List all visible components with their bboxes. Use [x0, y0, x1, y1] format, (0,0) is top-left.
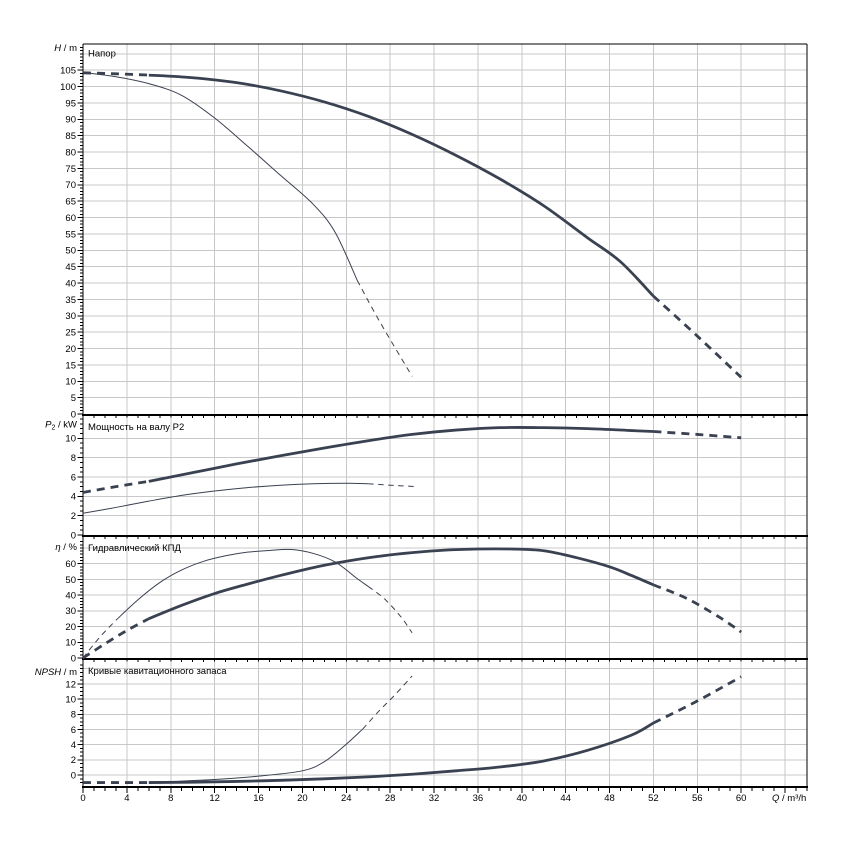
y-tick-label: 15 — [65, 360, 76, 371]
x-tick-label: 56 — [692, 793, 703, 804]
chart-power: 0 2 4 6 8 10 Мощность на валу P2 P2 / kW — [45, 417, 808, 541]
x-axis-labels: 0 4 8 12 16 20 24 28 32 36 40 44 48 52 56 60 Q / m³/h — [80, 793, 806, 804]
x-tick-label: 60 — [736, 793, 747, 804]
y-tick-label: 0 — [71, 653, 76, 664]
x-tick-label: 28 — [385, 793, 396, 804]
subplot-title: Напор — [88, 49, 116, 60]
subplot-title: Мощность на валу P2 — [88, 422, 184, 433]
y-tick-label: 0 — [71, 530, 76, 541]
reference-pump-efficiency-curve-dashed — [367, 586, 413, 634]
y-axis-title: H / m — [54, 43, 77, 54]
y-tick-label: 30 — [65, 606, 76, 617]
x-tick-label: 32 — [429, 793, 440, 804]
x-tick-label: 44 — [560, 793, 571, 804]
selected-pump-power-curve-dashed — [82, 479, 150, 494]
y-tick-label: 10 — [65, 434, 76, 445]
x-tick-label: 52 — [648, 793, 659, 804]
y-tick-label: 40 — [65, 591, 76, 602]
y-tick-label: 65 — [65, 197, 76, 208]
y-tick-label: 70 — [65, 180, 76, 191]
y-tick-label: 35 — [65, 295, 76, 306]
y-tick-label: 50 — [65, 246, 76, 257]
y-tick-label: 45 — [65, 262, 76, 273]
reference-pump-head-curve — [82, 71, 358, 281]
reference-pump-power-curve-dashed — [368, 483, 418, 488]
y-tick-label: 2 — [71, 511, 76, 522]
y-tick-label: 40 — [65, 278, 76, 289]
x-tick-label: 36 — [473, 793, 484, 804]
y-tick-label: 10 — [65, 377, 76, 388]
y-tick-label: 30 — [65, 311, 76, 322]
axis-bottom — [82, 786, 808, 788]
y-tick-label: 0 — [71, 409, 76, 420]
reference-pump-npsh-curve — [148, 728, 364, 783]
y-axis-title: η / % — [55, 542, 77, 553]
axis-bottom — [82, 658, 808, 660]
y-tick-label: 8 — [71, 453, 76, 464]
reference-pump-head-curve-dashed — [356, 280, 413, 377]
x-tick-label: 16 — [253, 793, 264, 804]
y-tick-label: 75 — [65, 164, 76, 175]
axis-bottom — [82, 414, 808, 416]
y-tick-label: 100 — [60, 82, 76, 93]
y-tick-label: 6 — [71, 725, 76, 736]
y-tick-label: 60 — [65, 559, 76, 570]
selected-pump-power-curve — [148, 426, 654, 483]
y-tick-label: 90 — [65, 115, 76, 126]
chart-npsh: 0 2 4 6 8 10 12 Кривые кавитационного запаса NPS… — [35, 661, 808, 793]
x-tick-label: 40 — [516, 793, 527, 804]
y-axis-title: NPSH / m — [35, 667, 77, 678]
y-tick-label: 95 — [65, 98, 76, 109]
y-tick-label: 80 — [65, 147, 76, 158]
x-tick-label: 12 — [209, 793, 220, 804]
selected-pump-power-curve-dashed — [653, 430, 742, 440]
x-tick-label: 8 — [168, 793, 173, 804]
y-tick-label: 0 — [71, 770, 76, 781]
y-tick-label: 4 — [71, 740, 76, 751]
reference-pump-efficiency-curve-dashed — [82, 619, 117, 659]
y-tick-label: 8 — [71, 710, 76, 721]
y-tick-label: 12 — [65, 679, 76, 690]
y-tick-label: 10 — [65, 638, 76, 649]
y-tick-label: 4 — [71, 492, 76, 503]
y-tick-label: 55 — [65, 229, 76, 240]
y-tick-label: 10 — [65, 694, 76, 705]
selected-pump-npsh-curve-dashed — [652, 675, 742, 725]
selected-pump-efficiency-curve-dashed — [652, 583, 742, 634]
axis-bottom — [82, 535, 808, 537]
x-axis-title: Q / m³/h — [772, 793, 806, 804]
reference-pump-power-curve — [82, 482, 369, 514]
reference-pump-npsh-curve-dashed — [362, 675, 413, 730]
x-tick-label: 48 — [604, 793, 615, 804]
y-tick-label: 85 — [65, 131, 76, 142]
y-tick-label: 60 — [65, 213, 76, 224]
selected-pump-npsh-curve — [148, 721, 655, 784]
reference-pump-efficiency-curve — [115, 548, 369, 621]
subplot-title: Кривые кавитационного запаса — [88, 666, 227, 677]
selected-pump-head-curve-dashed — [652, 295, 743, 379]
y-tick-label: 20 — [65, 344, 76, 355]
y-tick-label: 50 — [65, 575, 76, 586]
y-axis-title: P2 / kW — [45, 420, 77, 432]
selected-pump-efficiency-curve — [148, 547, 654, 620]
chart-head: 0 5 10 15 20 25 30 35 40 45 50 55 60 65 70 75 80 85 90 95 10… — [54, 43, 808, 420]
y-tick-label: 6 — [71, 472, 76, 483]
x-tick-label: 24 — [341, 793, 352, 804]
y-tick-label: 105 — [60, 66, 76, 77]
y-tick-label: 5 — [71, 393, 76, 404]
x-tick-label: 4 — [124, 793, 129, 804]
selected-pump-head-curve — [148, 73, 655, 298]
y-tick-label: 20 — [65, 622, 76, 633]
x-tick-label: 0 — [80, 793, 85, 804]
x-tick-label: 20 — [297, 793, 308, 804]
chart-efficiency: 0 10 20 30 40 50 60 Гидравлический КПД η / % — [55, 538, 808, 664]
y-tick-label: 2 — [71, 755, 76, 766]
y-tick-label: 25 — [65, 328, 76, 339]
subplot-title: Гидравлический КПД — [88, 543, 181, 554]
